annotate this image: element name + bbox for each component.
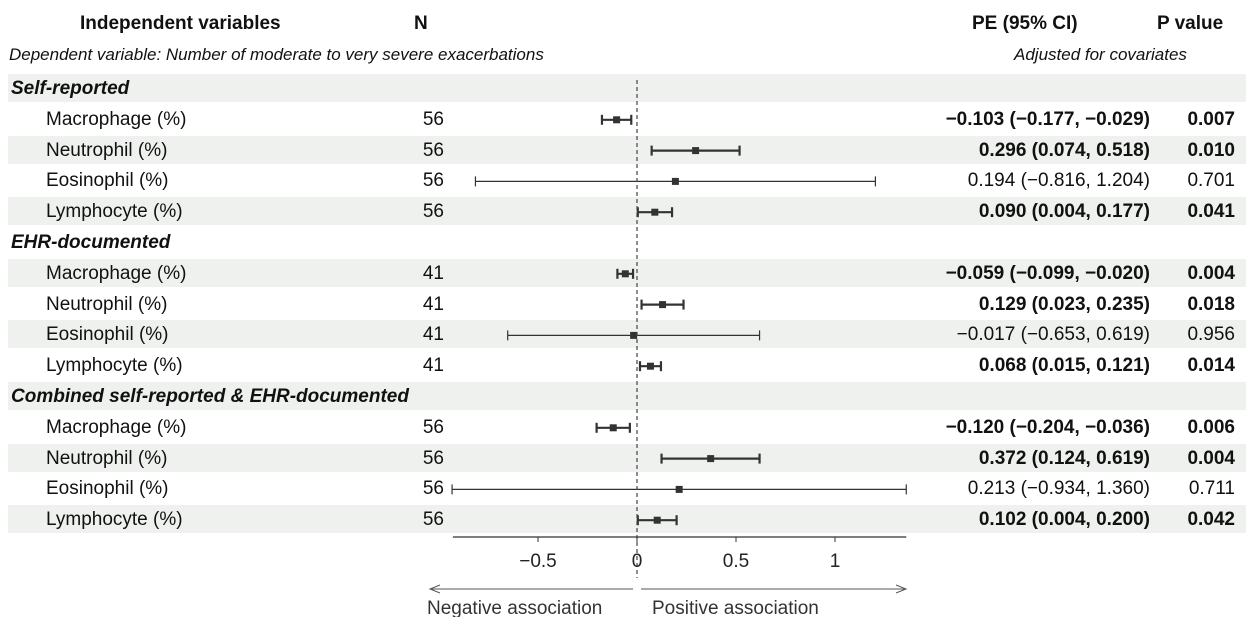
n-value: 41 [422, 355, 444, 377]
point-estimate [651, 208, 659, 216]
p-value: 0.711 [1188, 478, 1235, 500]
group-label: Combined self-reported & EHR-documented [11, 386, 409, 407]
variable-label: Macrophage (%) [46, 108, 187, 130]
pe-ci-value: −0.103 (−0.177, −0.029) [945, 108, 1150, 130]
variable-label: Lymphocyte (%) [46, 201, 183, 223]
x-tick-label: −0.5 [519, 551, 557, 572]
row-band [8, 320, 1246, 349]
n-value: 41 [422, 324, 444, 346]
row-band [8, 382, 1246, 410]
n-header: N [414, 13, 428, 34]
p-value: 0.010 [1187, 139, 1235, 161]
n-value: 56 [422, 478, 444, 500]
point-estimate [621, 270, 629, 278]
n-value: 56 [422, 447, 444, 469]
n-value: 56 [422, 416, 444, 438]
p-value: 0.004 [1187, 262, 1235, 284]
group-label: Self-reported [11, 78, 130, 99]
pe-ci-value: 0.090 (0.004, 0.177) [978, 201, 1150, 223]
n-value: 56 [422, 201, 444, 223]
p-value: 0.042 [1187, 509, 1235, 531]
negative-arrow-head [428, 584, 441, 594]
point-estimate [630, 331, 638, 339]
row-band [8, 197, 1246, 226]
p-value: 0.007 [1187, 108, 1235, 130]
pe-ci-value: −0.120 (−0.204, −0.036) [945, 416, 1150, 438]
variable-label: Lymphocyte (%) [46, 355, 183, 377]
positive-arrow-head [895, 584, 908, 594]
point-estimate [671, 177, 679, 185]
p-value: 0.701 [1187, 170, 1235, 192]
point-estimate [646, 362, 654, 370]
variable-label: Macrophage (%) [46, 262, 187, 284]
variable-label: Eosinophil (%) [46, 324, 169, 346]
negative-association-label: Negative association [427, 598, 602, 617]
n-value: 41 [422, 293, 444, 315]
p-value: 0.014 [1187, 355, 1235, 377]
point-estimate [613, 116, 621, 124]
p-value: 0.006 [1187, 416, 1235, 438]
variable-label: Lymphocyte (%) [46, 509, 183, 531]
row-band [8, 74, 1246, 102]
row-band [8, 505, 1246, 534]
n-value: 41 [422, 262, 444, 284]
point-estimate [609, 424, 617, 432]
pe-ci-value: −0.017 (−0.653, 0.619) [956, 324, 1150, 346]
variable-label: Neutrophil (%) [46, 139, 168, 161]
point-estimate [707, 455, 715, 463]
x-tick-label: 0.5 [723, 551, 749, 572]
p-value: 0.041 [1187, 201, 1235, 223]
variable-label: Macrophage (%) [46, 416, 187, 438]
pe-ci-value: −0.059 (−0.099, −0.020) [945, 262, 1150, 284]
point-estimate [692, 147, 700, 155]
point-estimate [653, 516, 661, 524]
n-value: 56 [422, 509, 444, 531]
x-tick-label: 1 [830, 551, 841, 572]
n-value: 56 [422, 170, 444, 192]
n-value: 56 [422, 108, 444, 130]
pe-ci-value: 0.194 (−0.816, 1.204) [967, 170, 1150, 192]
dependent-variable-caption: Dependent variable: Number of moderate t… [9, 45, 544, 64]
pe-ci-value: 0.372 (0.124, 0.619) [978, 447, 1150, 469]
n-value: 56 [422, 139, 444, 161]
variable-label: Eosinophil (%) [46, 478, 169, 500]
variable-label: Neutrophil (%) [46, 447, 168, 469]
pvalue-header: P value [1157, 13, 1224, 34]
pe-ci-value: 0.068 (0.015, 0.121) [978, 355, 1150, 377]
pe-header: PE (95% CI) [972, 13, 1078, 34]
p-value: 0.956 [1187, 324, 1235, 346]
p-value: 0.018 [1187, 293, 1235, 315]
point-estimate [675, 485, 683, 493]
row-band [8, 135, 1246, 164]
row-band [8, 443, 1246, 472]
group-label: EHR-documented [11, 232, 171, 253]
pe-ci-value: 0.213 (−0.934, 1.360) [967, 478, 1150, 500]
pe-ci-value: 0.102 (0.004, 0.200) [978, 509, 1150, 531]
independent-variables-header: Independent variables [80, 13, 281, 34]
variable-label: Eosinophil (%) [46, 170, 169, 192]
x-tick-label: 0 [632, 551, 643, 572]
adjusted-caption: Adjusted for covariates [1014, 45, 1187, 64]
pe-ci-value: 0.296 (0.074, 0.518) [978, 139, 1150, 161]
positive-association-label: Positive association [652, 598, 819, 617]
point-estimate [659, 301, 667, 309]
variable-label: Neutrophil (%) [46, 293, 168, 315]
p-value: 0.004 [1187, 447, 1235, 469]
pe-ci-value: 0.129 (0.023, 0.235) [978, 293, 1150, 315]
